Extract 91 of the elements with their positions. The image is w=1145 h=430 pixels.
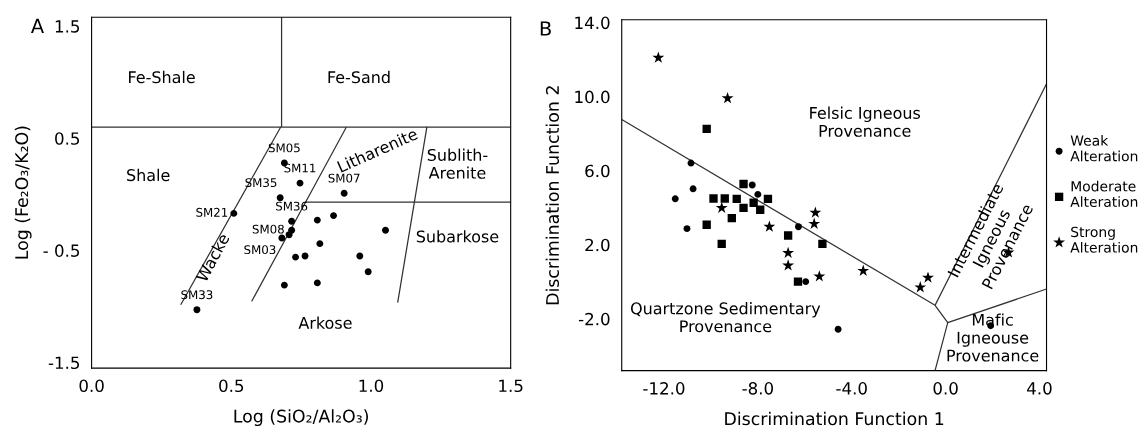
point — [193, 306, 201, 314]
x-axis-title: Discrimination Function 1 — [725, 411, 944, 426]
point — [727, 213, 736, 223]
chart-title: B — [540, 21, 551, 36]
annotation: SM21 — [196, 207, 228, 217]
point — [748, 181, 756, 189]
point — [749, 198, 758, 207]
point — [709, 194, 718, 203]
annotation: SM08 — [252, 224, 284, 234]
point — [285, 231, 293, 239]
point — [794, 223, 802, 231]
annotation: Fe-Shale — [129, 70, 195, 84]
annotation: Felsic Igneous Provenance — [810, 106, 921, 137]
point — [857, 264, 870, 276]
point — [809, 206, 822, 218]
annotation: SM05 — [268, 143, 300, 153]
point — [717, 239, 726, 248]
point — [278, 234, 286, 242]
chart-title: A — [30, 18, 44, 33]
y-tick-label: - 0.5 — [43, 244, 80, 257]
point — [793, 277, 803, 286]
annotation: SM11 — [284, 163, 316, 173]
point — [756, 205, 765, 214]
point — [739, 203, 748, 213]
point — [382, 226, 389, 234]
annotation: Subarkose — [416, 230, 499, 243]
legend-label: Weak Alteration — [1070, 135, 1138, 162]
point — [732, 194, 741, 203]
point — [316, 240, 324, 248]
x-tick-label: -12.0 — [643, 382, 685, 395]
annotation: Arkose — [298, 316, 352, 329]
point — [292, 253, 300, 261]
point — [922, 271, 934, 283]
annotation: Fe-Sand — [328, 70, 390, 84]
point — [834, 325, 842, 333]
x-tick-label: 0.5 — [219, 379, 244, 393]
point — [330, 212, 338, 220]
annotation: SM03 — [244, 245, 276, 255]
x-tick-label: 1.0 — [359, 379, 384, 393]
y-tick-label: 14.0 — [575, 16, 610, 30]
y-tick-label: -1.5 — [48, 356, 80, 370]
x-tick-label: 1.5 — [499, 379, 523, 393]
point — [364, 268, 372, 276]
annotation: Shale — [127, 168, 170, 182]
x-tick-label: 4.0 — [1027, 382, 1052, 395]
y-tick-label: 2.0 — [585, 238, 610, 252]
y-axis-title: Log (Fe₂O₃/K₂O) — [14, 126, 32, 259]
annotation: Quartzone Sedimentary Provenance — [630, 302, 821, 333]
y-tick-label: 1.5 — [55, 20, 80, 33]
point — [313, 279, 321, 287]
point — [230, 209, 238, 217]
point — [808, 217, 821, 229]
y-axis-title: Discrimination Function 2 — [545, 86, 560, 305]
point — [340, 189, 348, 197]
legend-label: Moderate Alteration — [1070, 180, 1138, 208]
x-axis-title: Log (SiO₂/Al₂O₃) — [234, 409, 368, 427]
point — [652, 51, 665, 63]
point — [288, 217, 296, 225]
point — [715, 201, 728, 213]
point — [818, 239, 827, 248]
x-tick-label: -4.0 — [836, 382, 867, 395]
point — [763, 194, 773, 203]
point — [683, 225, 691, 233]
point — [783, 231, 793, 240]
point — [813, 270, 826, 282]
point — [702, 124, 711, 134]
point — [720, 194, 729, 203]
point — [702, 220, 711, 229]
y-tick-label: -2.0 — [578, 312, 610, 326]
y-tick-label: 10.0 — [575, 90, 610, 104]
x-tick-label: 0.0 — [79, 379, 104, 393]
point — [739, 179, 748, 189]
point — [280, 281, 288, 289]
point — [721, 92, 734, 104]
point — [754, 190, 762, 198]
y-tick-label: 6.0 — [585, 164, 610, 178]
y-tick-label: 0.5 — [55, 132, 80, 145]
annotation: Sublith- Arenite — [427, 148, 488, 179]
point — [914, 281, 927, 293]
point — [689, 185, 697, 193]
point — [782, 259, 795, 271]
point — [782, 246, 795, 258]
x-tick-label: 0.0 — [933, 382, 958, 395]
x-tick-label: -8.0 — [742, 382, 774, 395]
legend-label: Strong Alteration — [1070, 226, 1138, 253]
point — [313, 216, 321, 224]
point — [671, 195, 679, 203]
point — [356, 252, 364, 260]
point — [802, 278, 810, 286]
point — [763, 220, 776, 232]
annotation: SM07 — [328, 173, 360, 183]
